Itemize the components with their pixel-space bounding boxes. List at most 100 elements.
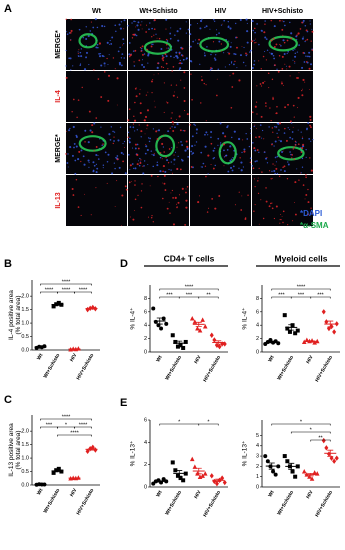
speckle (274, 140, 277, 143)
speckle (75, 134, 78, 137)
speckle (223, 156, 226, 158)
speckle (274, 164, 276, 166)
speckle (289, 128, 291, 131)
speckle (153, 19, 156, 22)
speckle (174, 196, 177, 199)
speckle (265, 59, 267, 61)
speckle (145, 24, 148, 26)
speckle (165, 38, 168, 41)
speckle (104, 151, 107, 154)
speckle (305, 55, 307, 57)
data-point (195, 326, 200, 331)
data-point (214, 480, 219, 487)
speckle (169, 127, 171, 129)
speckle (179, 27, 182, 30)
speckle (299, 28, 302, 30)
error-bar (37, 346, 44, 348)
y-tick-label: 5 (256, 433, 259, 439)
speckle (261, 129, 264, 132)
data-point (276, 464, 281, 469)
speckle (163, 151, 165, 153)
vessel (78, 33, 98, 49)
speckle (245, 132, 247, 135)
speckle (214, 164, 216, 167)
speckle (141, 53, 144, 56)
speckle (120, 151, 123, 155)
speckle (293, 116, 295, 118)
speckle (232, 156, 234, 159)
speckle (156, 164, 159, 167)
speckle (256, 85, 258, 87)
speckle (269, 52, 271, 54)
speckle (136, 163, 139, 166)
speckle (295, 77, 298, 79)
speckle (180, 79, 182, 81)
speckle (254, 42, 256, 44)
speckle (156, 66, 159, 69)
y-tick-label: 1.5 (21, 442, 29, 448)
speckle (257, 180, 259, 182)
y-axis-label: IL-4 positive area (8, 290, 15, 340)
data-point (324, 319, 329, 325)
speckle (164, 189, 167, 191)
data-point (189, 316, 195, 321)
speckle (227, 51, 229, 53)
y-axis-label: (% total area) (15, 295, 22, 334)
micrograph-image (66, 71, 127, 122)
speckle (223, 165, 225, 167)
speckle (256, 128, 257, 129)
speckle (162, 59, 165, 62)
speckle (74, 172, 77, 175)
speckle (264, 20, 266, 22)
speckle (77, 55, 80, 57)
speckle (186, 145, 189, 148)
speckle (252, 167, 255, 170)
speckle (123, 28, 125, 30)
data-point (290, 469, 295, 474)
speckle (156, 161, 159, 164)
speckle (277, 136, 279, 139)
speckle (260, 68, 262, 70)
y-tick-label: 0 (256, 484, 259, 490)
speckle (278, 129, 280, 131)
speckle (175, 51, 178, 54)
speckle (185, 191, 187, 194)
speckle (264, 80, 266, 82)
panel-label: B (4, 258, 12, 270)
speckle (177, 201, 180, 204)
speckle (255, 136, 257, 139)
speckle (172, 129, 175, 132)
speckle (176, 118, 178, 120)
speckle (135, 87, 137, 88)
speckle (275, 167, 278, 170)
y-tick-label: 2 (256, 336, 259, 342)
speckle (250, 127, 252, 130)
speckle (162, 134, 164, 136)
speckle (99, 52, 102, 55)
speckle (213, 20, 216, 22)
speckle (309, 89, 310, 90)
speckle (168, 201, 170, 203)
speckle (224, 135, 227, 138)
speckle (305, 156, 307, 158)
x-tick-label: Wt (155, 489, 164, 498)
error-bar (71, 348, 78, 350)
data-point (173, 468, 178, 473)
vessel (143, 40, 172, 55)
speckle (296, 168, 298, 170)
speckle (85, 26, 87, 28)
speckle (137, 21, 140, 24)
speckle (282, 150, 284, 152)
speckle (173, 158, 176, 161)
speckle (132, 218, 135, 221)
speckle (97, 158, 100, 160)
speckle (171, 112, 173, 114)
speckle (132, 126, 135, 129)
speckle (293, 146, 295, 148)
speckle (192, 152, 195, 155)
speckle (145, 31, 147, 33)
speckle (138, 124, 140, 126)
speckle (275, 205, 278, 208)
speckle (218, 40, 221, 43)
speckle (128, 141, 131, 144)
